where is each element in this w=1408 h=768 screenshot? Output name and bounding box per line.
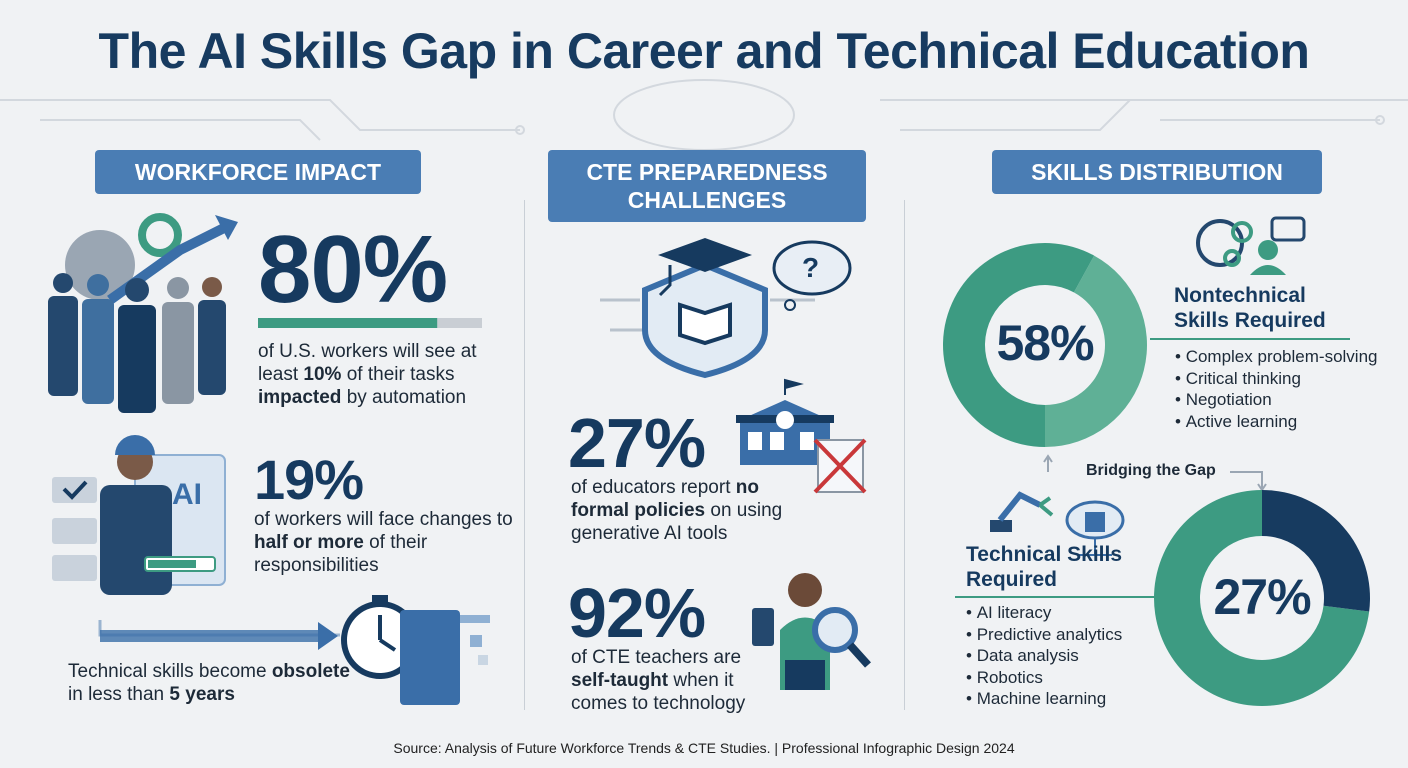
icon-text: AI [172,478,202,511]
skills-list: Complex problem-solvingCritical thinking… [1175,346,1378,432]
text-segment: of educators report [571,477,736,498]
list-item: Data analysis [966,645,1122,667]
donut-label: 27% [1213,569,1311,625]
text-segment: 10% [303,364,342,385]
note: Technical skills become obsolete in less… [68,660,358,706]
list-item: Critical thinking [1175,368,1378,390]
rule [955,596,1160,598]
bubble-text: ? [802,252,820,283]
rule [1150,338,1350,340]
donut-label: 58% [996,315,1094,371]
text-segment: half or more [254,532,364,553]
stat-text: of CTE teachers are self-taught when it … [571,646,771,715]
list-item: Active learning [1175,411,1378,433]
circuit-lines [0,79,1408,151]
text-segment: on using generative AI tools [571,500,783,544]
progress-bar [258,318,482,328]
text-segment: no formal policies [571,477,759,521]
text-segment: of their tasks [341,364,455,385]
section-heading: WORKFORCE IMPACT [95,150,421,194]
list-item: AI literacy [966,602,1122,624]
divider [524,200,525,710]
text-segment: of workers will face changes to [254,509,513,530]
stat-text: of U.S. workers will see at least 10% of… [258,340,498,409]
bridge-label: Bridging the Gap [1086,462,1216,479]
list-item: Robotics [966,667,1122,689]
list-item: Negotiation [1175,389,1378,411]
skills-title: Nontechnical Skills Required [1174,284,1326,332]
stat-value: 92% [568,574,706,652]
stat-value: 80% [258,216,448,323]
workforce-icons [48,213,490,705]
title: The AI Skills Gap in Career and Technica… [98,23,1310,79]
skills-title: Technical Skills Required [966,543,1123,591]
list-item: Machine learning [966,688,1122,710]
text-segment: impacted [258,387,342,408]
list-item: Predictive analytics [966,624,1123,646]
stat-value: 19% [254,448,364,511]
text-segment: in less than [68,684,170,705]
text-segment: of U.S. workers will see at least [258,341,477,385]
stat-text: of educators report no formal policies o… [571,476,811,545]
text-segment: by automation [341,387,467,408]
donut-rest [1154,490,1370,706]
divider [904,200,905,710]
cte-icons [600,238,871,690]
text-segment: when it comes to technology [571,670,746,714]
text-segment: obsolete [271,661,350,682]
stat-value: 27% [568,404,706,482]
section-heading: SKILLS DISTRIBUTION [992,150,1322,194]
stat-text: of workers will face changes to half or … [254,508,519,577]
donut-segment [1262,490,1371,612]
donut-rest [1045,255,1148,447]
skills-icons [990,216,1306,556]
text-segment: of CTE teachers are [571,647,742,668]
donut-segment [943,243,1095,447]
section-heading: CTE PREPAREDNESS CHALLENGES [548,150,866,222]
text-segment: Technical skills become [68,661,272,682]
source: Source: Analysis of Future Workforce Tre… [393,740,1015,756]
skills-list: AI literacyPredictive analyticsData anal… [966,602,1123,710]
list-item: Complex problem-solving [1175,346,1378,368]
text-segment: self-taught [571,670,669,691]
progress-fill [258,318,438,328]
text-segment: of their responsibilities [254,532,428,576]
text-segment: 5 years [169,684,235,705]
